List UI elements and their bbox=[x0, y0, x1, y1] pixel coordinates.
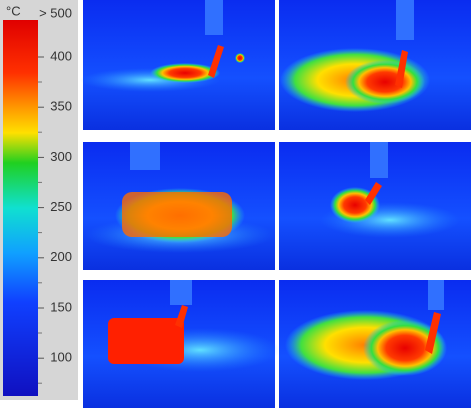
tick-label: 250 bbox=[50, 199, 72, 214]
tick-labels: 400 350 300 250 200 150 100 bbox=[38, 48, 72, 384]
tick-label: 200 bbox=[50, 249, 72, 264]
thermal-panel bbox=[83, 142, 275, 270]
thermal-panel bbox=[279, 142, 471, 270]
tick-label: 150 bbox=[50, 299, 72, 314]
colorbar bbox=[3, 20, 38, 396]
tick-label: 100 bbox=[50, 350, 72, 365]
tick-label: 350 bbox=[50, 99, 72, 114]
unit-label: °C bbox=[6, 3, 21, 18]
tick-label: 300 bbox=[50, 149, 72, 164]
thermal-panel bbox=[279, 0, 471, 130]
tick-label: 400 bbox=[50, 48, 72, 63]
max-label: > 500 bbox=[39, 5, 72, 20]
thermal-panel bbox=[83, 280, 280, 408]
thermal-panel bbox=[279, 280, 471, 408]
thermal-panel bbox=[80, 0, 275, 130]
